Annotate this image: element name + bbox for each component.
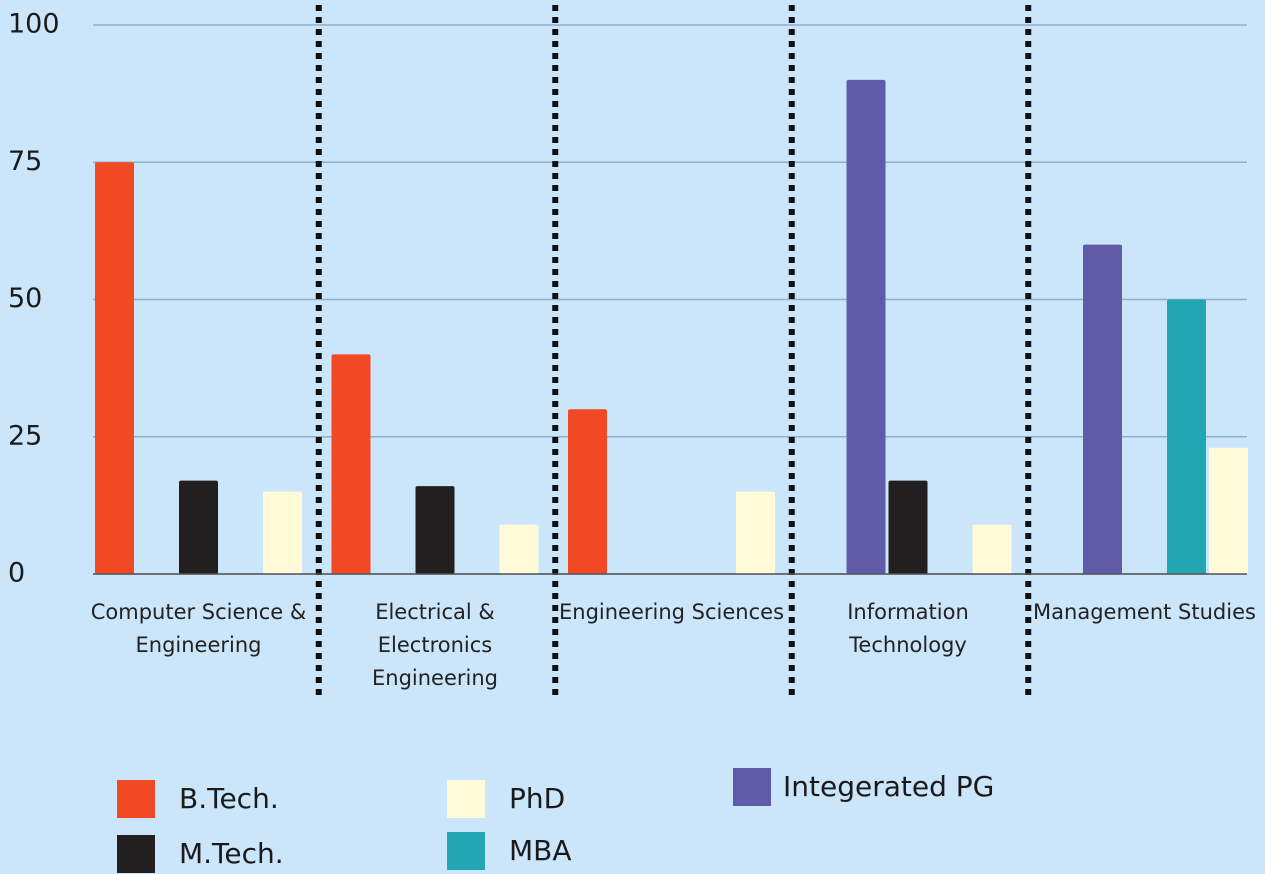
legend-swatch [117,780,155,818]
x-tick-label: Information Technology [847,600,969,657]
x-tick-label-box: Information Technology [847,600,969,657]
bar [972,524,1012,574]
bar [1083,244,1122,574]
x-tick-label-box: Electrical & Electronics Engineering [372,600,498,690]
legend-label: B.Tech. [179,782,279,815]
legend-swatch [733,768,771,806]
bar [846,79,886,575]
x-tick-label-box: Computer Science & Engineering [90,600,307,657]
y-tick-label: 0 [8,558,25,589]
legend-label: Integerated PG [783,770,994,803]
legend-label: M.Tech. [179,837,284,870]
x-tick-label-box: Management Studies [1033,600,1256,624]
legend-swatch [447,780,485,818]
bar [888,480,928,574]
x-tick-label: Computer Science & Engineering [90,600,307,657]
y-tick-label: 100 [8,9,60,40]
x-tick-label-box: Engineering Sciences [558,600,785,624]
x-tick-label: Management Studies [1033,600,1256,624]
y-tick-label: 75 [8,146,42,177]
bar [499,524,539,574]
bar [1209,447,1248,574]
bar [331,354,371,574]
y-tick-label: 50 [8,283,42,314]
x-tick-label: Engineering Sciences [558,600,785,624]
y-tick-label: 25 [8,420,42,451]
legend-swatch [117,835,155,873]
bar [95,162,134,574]
bar [736,491,775,574]
bar [568,409,607,574]
legend-label: PhD [509,782,565,815]
legend-label: MBA [509,834,572,867]
bar [1167,299,1206,574]
bar [263,491,302,574]
bar [179,480,218,574]
bar [415,486,455,574]
x-tick-label: Electrical & Electronics Engineering [372,600,498,690]
legend-swatch [447,832,485,870]
